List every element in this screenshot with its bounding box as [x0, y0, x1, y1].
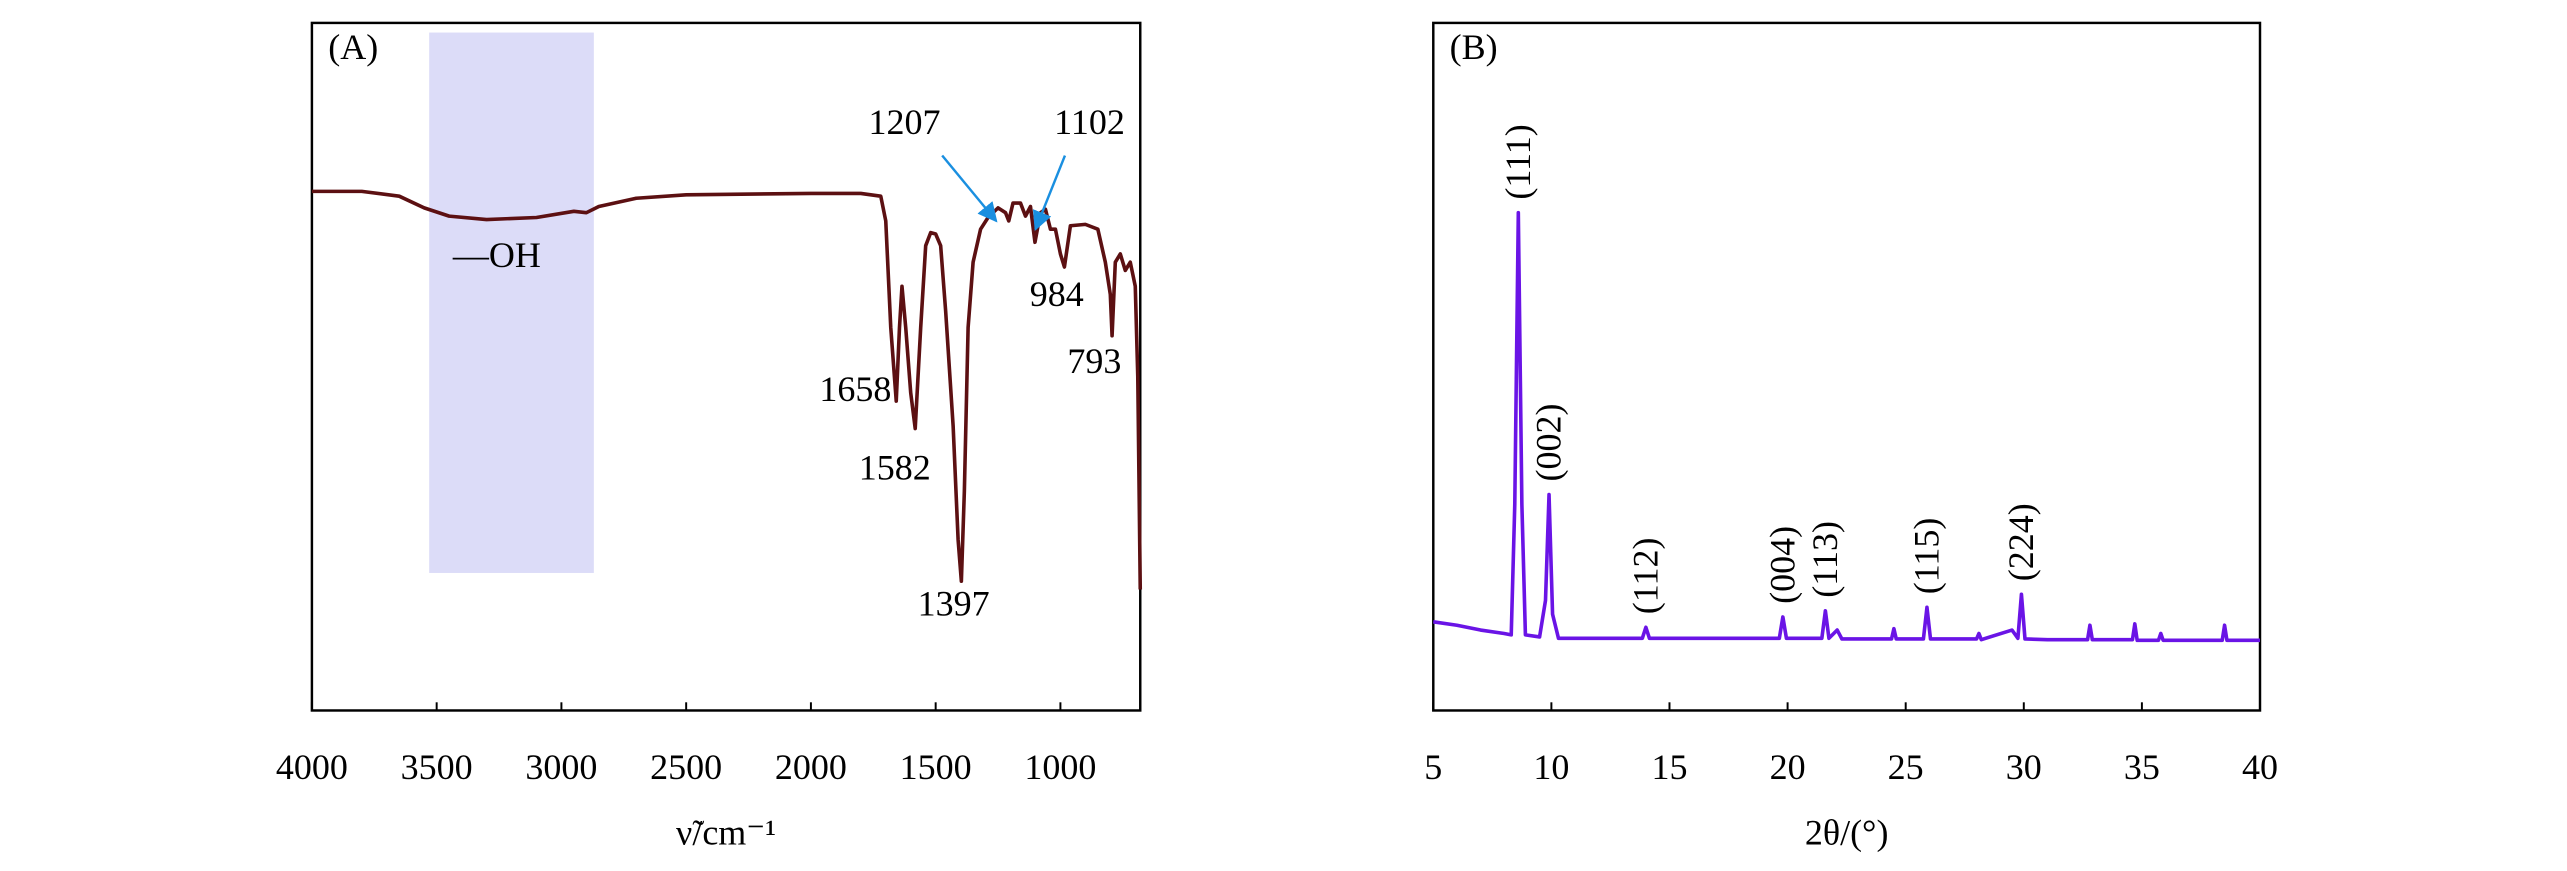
x-tick-label: 2500	[650, 747, 722, 787]
spectrum-line	[311, 189, 1143, 590]
x-tick-label: 1500	[900, 747, 972, 787]
x-tick-label: 20	[1770, 747, 1806, 787]
x-tick-label: 3500	[401, 747, 473, 787]
peak-annotation: 793	[1067, 341, 1121, 381]
x-tick-label: 40	[2242, 747, 2278, 787]
peak-label: (113)	[1805, 521, 1845, 598]
peak-label: (112)	[1625, 538, 1665, 615]
x-tick-label: 4000	[276, 747, 348, 787]
highlight-band	[429, 32, 594, 573]
x-tick-label: 2000	[775, 747, 847, 787]
plot-frame	[310, 21, 1142, 712]
peak-label: (004)	[1762, 526, 1802, 604]
peak-label: (115)	[1906, 518, 1946, 595]
peak-label: (111)	[1498, 124, 1538, 199]
x-tick-label: 3000	[525, 747, 597, 787]
panel-label: (A)	[328, 27, 378, 67]
x-tick-label: 1000	[1024, 747, 1096, 787]
x-tick-label: 35	[2124, 747, 2160, 787]
peak-annotation: 1582	[859, 448, 931, 488]
plot-frame	[1432, 21, 2262, 712]
peak-annotation: 1658	[819, 369, 891, 409]
x-tick-label: 5	[1424, 747, 1442, 787]
spectrum-line	[1433, 210, 2261, 643]
x-tick-label: 10	[1533, 747, 1569, 787]
x-tick-label: 15	[1651, 747, 1687, 787]
x-tick-label: 25	[1888, 747, 1924, 787]
peak-annotation: 1207	[869, 102, 941, 142]
peak-label: (002)	[1528, 404, 1568, 482]
peak-annotation: 984	[1030, 274, 1084, 314]
x-axis-label: 2θ/(°)	[1805, 813, 1889, 853]
peak-label: (224)	[2001, 503, 2041, 581]
peak-annotation: 1102	[1054, 102, 1125, 142]
panel-label: (B)	[1450, 27, 1498, 67]
annotation-arrow	[1032, 155, 1067, 232]
x-tick-label: 30	[2006, 747, 2042, 787]
annotation-arrow	[941, 154, 998, 223]
x-axis-label: ν̃/cm⁻¹	[676, 813, 776, 853]
peak-annotation: —OH	[452, 235, 541, 275]
peak-annotation: 1397	[918, 584, 990, 624]
